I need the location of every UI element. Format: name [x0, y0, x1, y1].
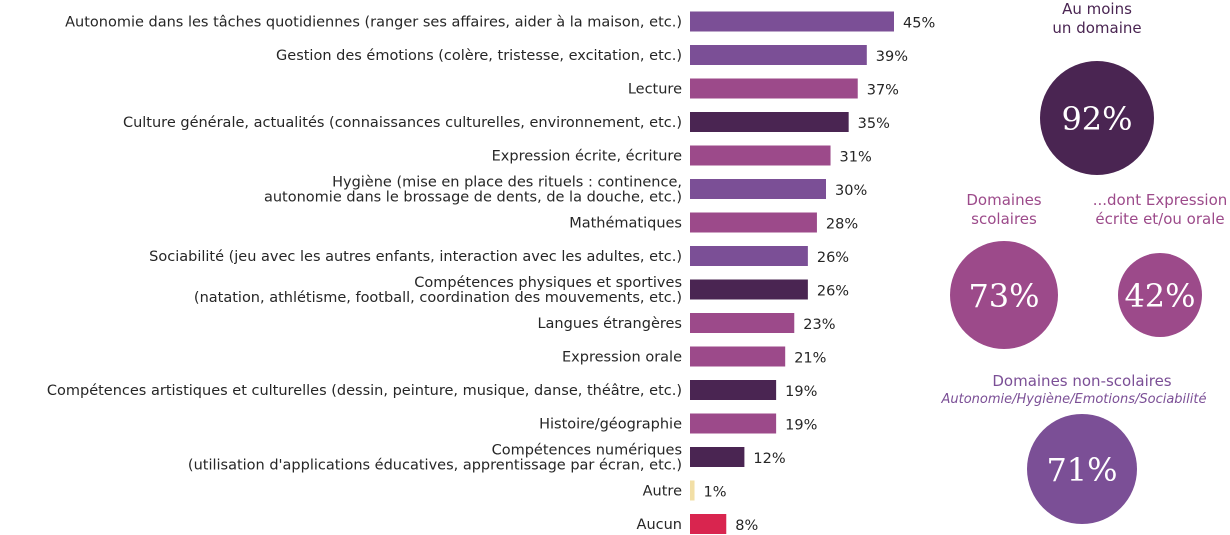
value-label: 45%: [903, 16, 935, 32]
category-label: (natation, athlétisme, football, coordin…: [194, 290, 682, 306]
bar: [690, 447, 745, 467]
bar-row: Langues étrangères 23%: [537, 313, 836, 333]
summary-circle: [1040, 61, 1154, 175]
value-label: 31%: [840, 150, 872, 166]
summary-value: 42%: [1124, 277, 1195, 315]
bar-row: Gestion des émotions (colère, tristesse,…: [276, 45, 908, 65]
category-label: Langues étrangères: [537, 316, 682, 332]
bar: [690, 179, 826, 199]
bar: [690, 380, 777, 400]
value-label: 37%: [867, 83, 899, 99]
bar: [690, 11, 894, 32]
summary-title: écrite et/ou orale: [1095, 210, 1224, 228]
summary-value: 71%: [1046, 451, 1117, 489]
category-label: Compétences physiques et sportives: [414, 275, 682, 291]
value-label: 19%: [785, 384, 817, 400]
bar: [690, 45, 867, 65]
summary-value: 92%: [1061, 100, 1132, 138]
bar: [690, 313, 795, 333]
summary-title: scolaires: [971, 210, 1037, 228]
category-label: Expression orale: [562, 350, 682, 366]
summary-title: Au moins: [1062, 0, 1132, 18]
category-label: (utilisation d'applications éducatives, …: [188, 458, 682, 474]
bar: [690, 78, 858, 99]
value-label: 35%: [858, 116, 890, 132]
value-label: 39%: [876, 49, 908, 65]
bar: [690, 413, 777, 434]
summary-title: un domaine: [1052, 19, 1141, 37]
bar-row: Expression écrite, écriture 31%: [492, 145, 872, 166]
category-label: Hygiène (mise en place des rituels : con…: [332, 175, 682, 191]
bar: [690, 246, 808, 266]
summary-non-school: Domaines non-scolaires Autonomie/Hygiène/…: [941, 372, 1207, 524]
summary-circle: [1027, 414, 1137, 524]
category-label: Gestion des émotions (colère, tristesse,…: [276, 48, 682, 64]
value-label: 1%: [704, 485, 727, 501]
bar-row: Aucun 8%: [637, 514, 758, 534]
category-label: Culture générale, actualités (connaissan…: [123, 115, 682, 131]
bar-row: Mathématiques 28%: [569, 212, 858, 233]
bar-row: Lecture 37%: [628, 78, 899, 99]
value-label: 8%: [735, 518, 758, 534]
summary-title: ...dont Expression: [1093, 191, 1228, 209]
bar: [690, 112, 849, 132]
bar-row: Autonomie dans les tâches quotidiennes (…: [65, 11, 935, 32]
bar-row: Expression orale 21%: [562, 346, 826, 367]
value-label: 21%: [794, 351, 826, 367]
category-label: Histoire/géographie: [539, 417, 682, 433]
category-label: autonomie dans le brossage de dents, de …: [264, 190, 682, 206]
bar: [690, 346, 786, 367]
category-label: Sociabilité (jeu avec les autres enfants…: [149, 249, 682, 265]
category-label: Aucun: [637, 517, 682, 533]
category-label: Expression écrite, écriture: [492, 149, 682, 165]
bar: [690, 480, 695, 501]
bar: [690, 514, 727, 534]
category-label: Lecture: [628, 82, 682, 98]
value-label: 26%: [817, 284, 849, 300]
summary-circle: [950, 241, 1058, 349]
bar: [690, 279, 808, 300]
bar-row: Hygiène (mise en place des rituels : con…: [264, 175, 867, 206]
category-label: Mathématiques: [569, 216, 682, 232]
value-label: 12%: [753, 451, 785, 467]
summary-value: 73%: [968, 277, 1039, 315]
bar: [690, 145, 831, 166]
bar-row: Sociabilité (jeu avec les autres enfants…: [149, 246, 849, 266]
value-label: 28%: [826, 217, 858, 233]
bar-row: Culture générale, actualités (connaissan…: [123, 112, 890, 132]
bar-row: Compétences numériques(utilisation d'app…: [188, 443, 786, 474]
summary-title: Domaines non-scolaires: [992, 372, 1171, 390]
bar-row: Compétences artistiques et culturelles (…: [47, 380, 817, 400]
bar-row: Compétences physiques et sportives(natat…: [194, 275, 849, 306]
value-label: 26%: [817, 250, 849, 266]
bar-chart: Autonomie dans les tâches quotidiennes (…: [47, 11, 935, 534]
category-label: Autre: [643, 484, 682, 500]
category-label: Compétences numériques: [492, 443, 682, 459]
value-label: 30%: [835, 183, 867, 199]
value-label: 23%: [803, 317, 835, 333]
summary-subtitle: Autonomie/Hygiène/Emotions/Sociabilité: [941, 392, 1207, 407]
summary-title: Domaines: [966, 191, 1041, 209]
category-label: Autonomie dans les tâches quotidiennes (…: [65, 15, 682, 31]
bar-row: Autre 1%: [643, 480, 727, 501]
summary-circle: [1118, 253, 1202, 337]
bar-row: Histoire/géographie 19%: [539, 413, 817, 434]
value-label: 19%: [785, 418, 817, 434]
category-label: Compétences artistiques et culturelles (…: [47, 383, 682, 399]
bar: [690, 212, 817, 233]
